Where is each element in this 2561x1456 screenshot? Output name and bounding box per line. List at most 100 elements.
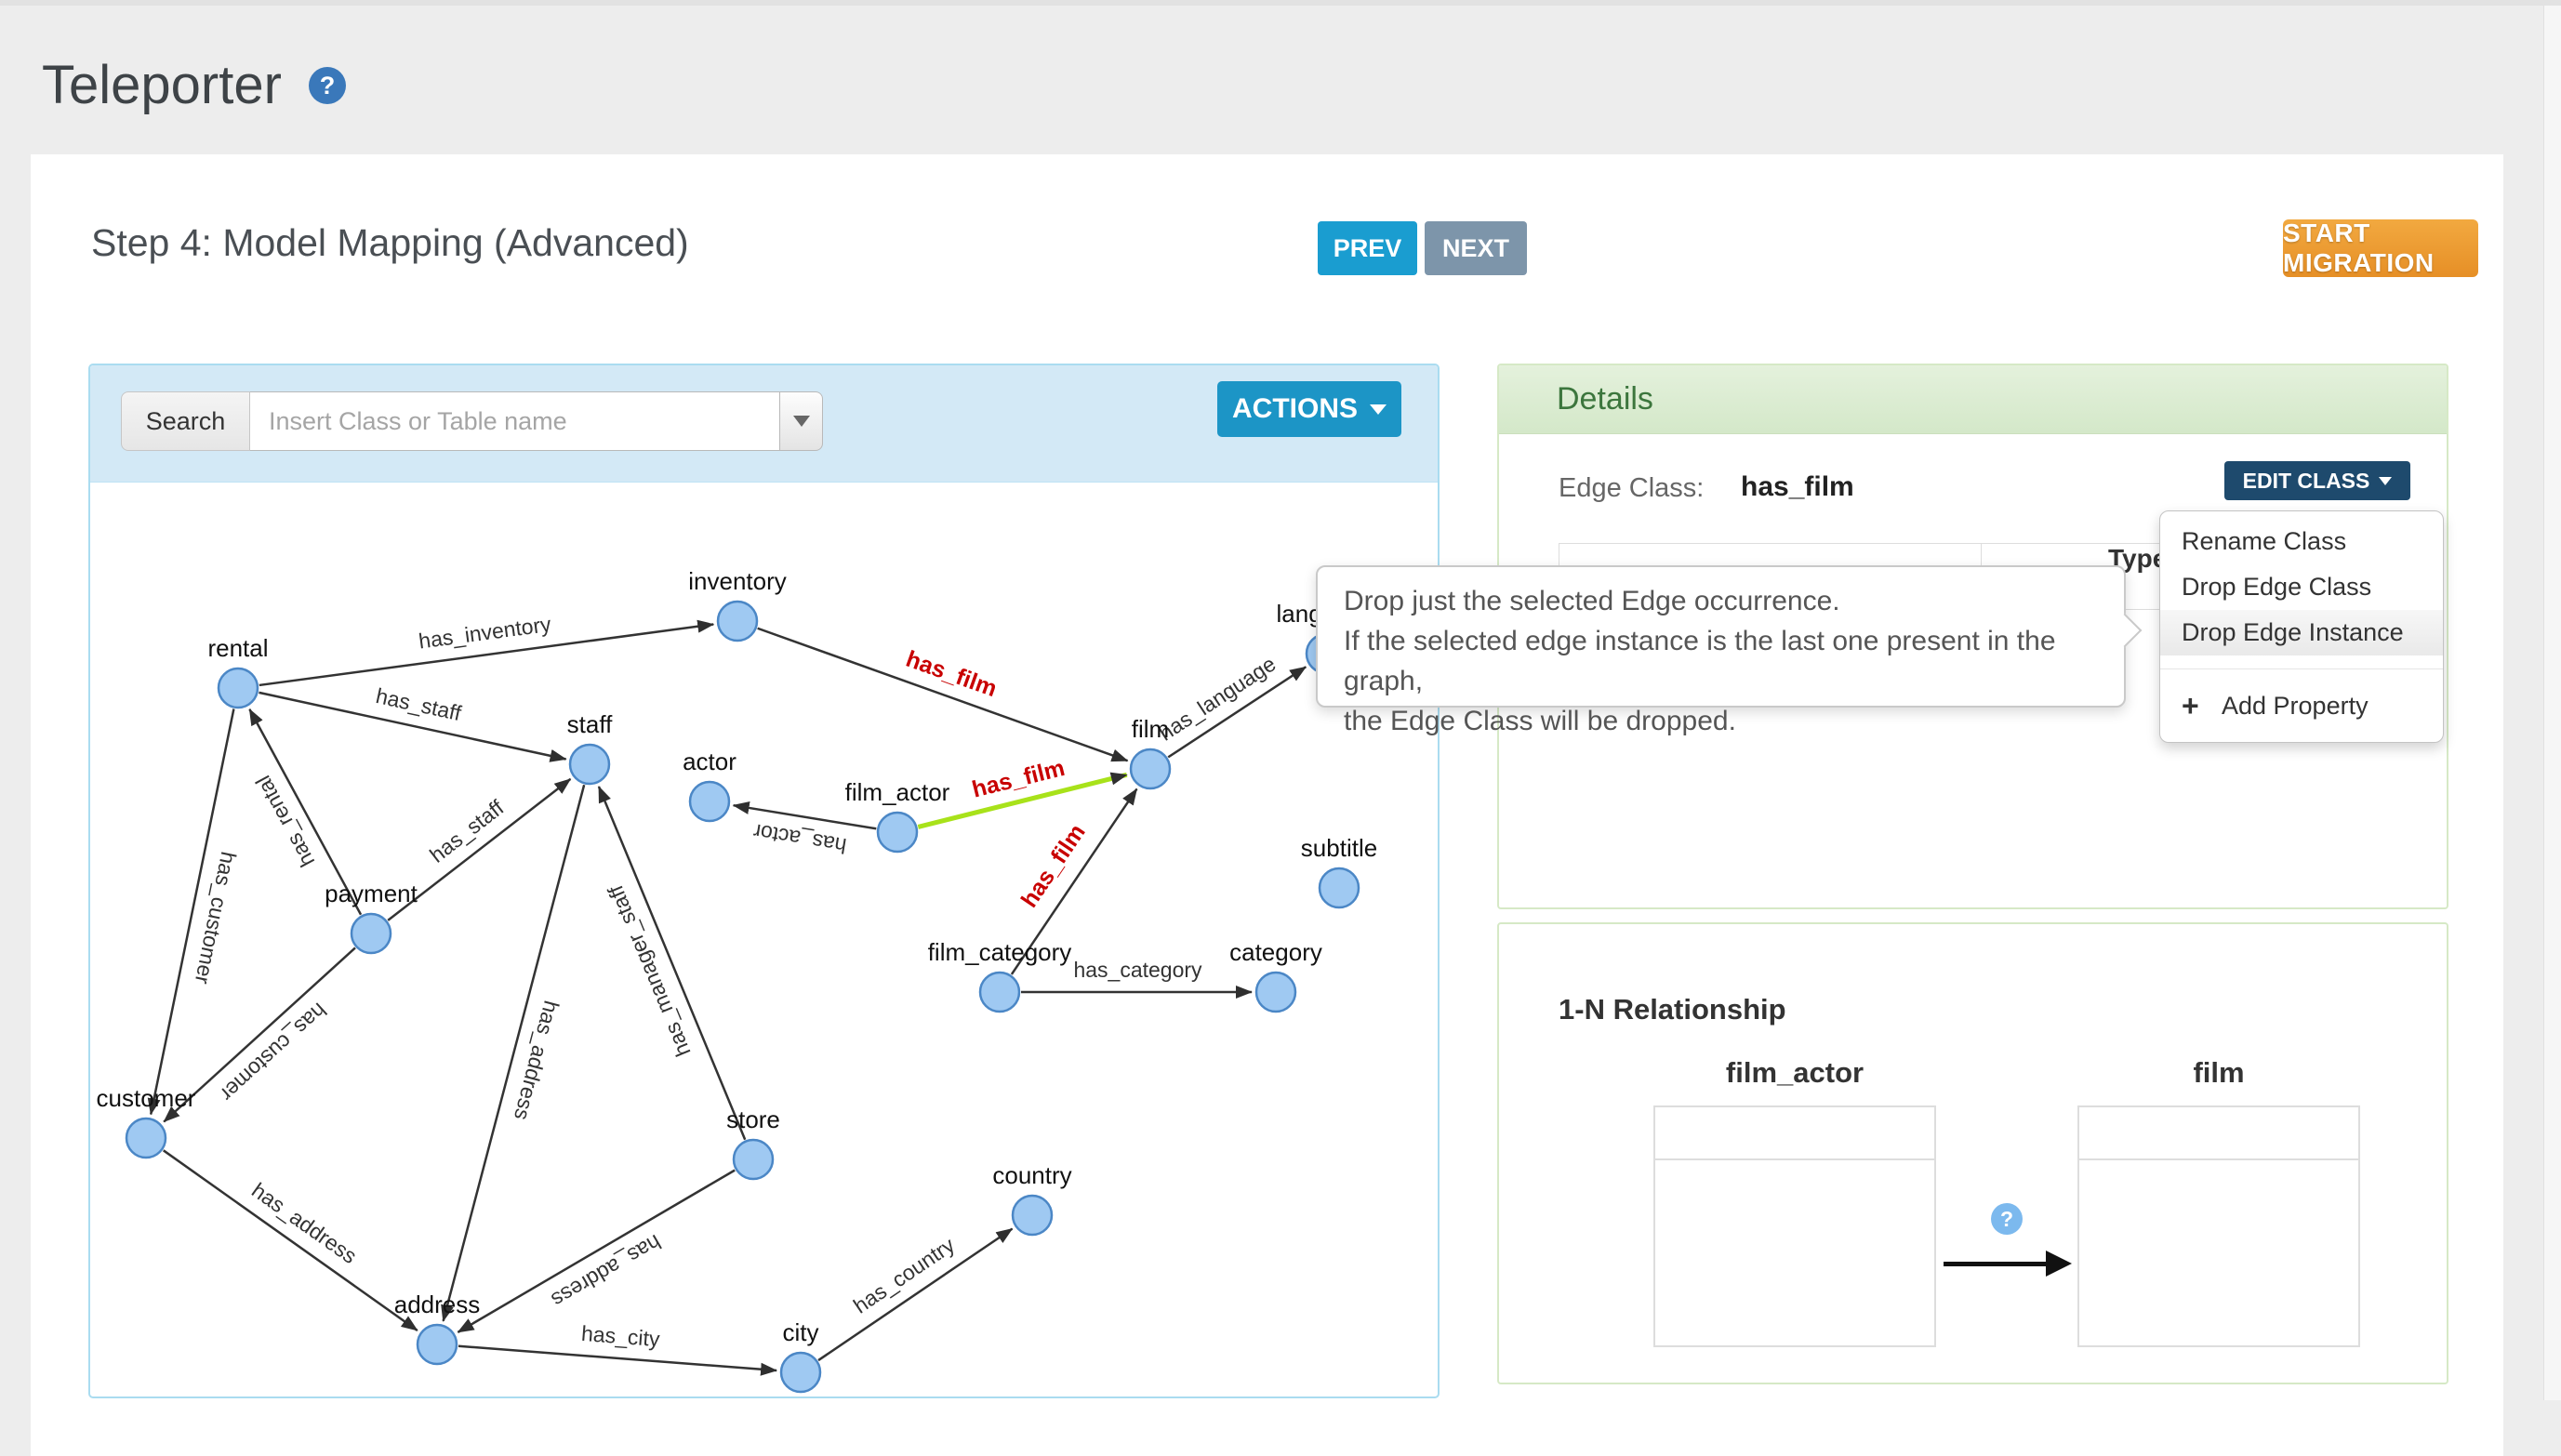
graph-node-label-inventory: inventory — [688, 567, 787, 595]
entity-graph-canvas[interactable]: has_inventoryhas_staffhas_rentalhas_cust… — [90, 483, 1438, 1396]
chevron-down-icon — [2379, 476, 2393, 485]
start-migration-button[interactable]: START MIGRATION — [2283, 218, 2478, 277]
search-label: Search — [121, 391, 250, 451]
graph-node-label-film_category: film_category — [928, 938, 1072, 966]
graph-edge-has_manager_staff[interactable] — [597, 786, 747, 1141]
graph-toolbar: Search ACTIONS — [90, 365, 1438, 483]
search-input[interactable] — [250, 391, 780, 451]
graph-edge-has_city[interactable] — [458, 1344, 778, 1376]
graph-node-rental[interactable] — [217, 667, 259, 709]
graph-edge-label: has_inventory — [418, 612, 553, 654]
details-panel-title: Details — [1499, 365, 2447, 434]
graph-edge-label: has_film — [1016, 819, 1091, 912]
graph-edge-has_customer[interactable] — [163, 946, 356, 1123]
graph-node-payment[interactable] — [350, 912, 392, 955]
selected-graph-edge-has_film[interactable] — [917, 772, 1128, 829]
graph-edge-has_film[interactable] — [1010, 788, 1138, 975]
page-scrollbar[interactable] — [2543, 6, 2561, 1400]
next-button[interactable]: NEXT — [1425, 221, 1527, 275]
graph-edge-label: has_city — [580, 1321, 661, 1351]
graph-node-label-subtitle: subtitle — [1301, 834, 1377, 862]
graph-node-address[interactable] — [416, 1323, 458, 1366]
graph-node-label-address: address — [394, 1291, 481, 1318]
actions-button[interactable]: ACTIONS — [1217, 381, 1401, 437]
graph-node-label-rental: rental — [207, 634, 268, 662]
relationship-right-box-header — [2079, 1107, 2358, 1160]
menu-item-add-property[interactable]: + Add Property — [2160, 679, 2443, 733]
relationship-left-box-header — [1655, 1107, 1934, 1160]
edge-class-value: has_film — [1741, 471, 1854, 502]
graph-node-label-film_actor: film_actor — [845, 778, 950, 806]
graph-edge-label: has_film — [903, 646, 1001, 703]
graph-edge-has_customer[interactable] — [147, 708, 235, 1116]
relationship-right-title: film — [2193, 1056, 2245, 1089]
help-icon[interactable]: ? — [309, 67, 346, 104]
graph-edge-has_address[interactable] — [441, 784, 586, 1322]
relationship-title: 1-N Relationship — [1559, 993, 1786, 1026]
graph-edge-has_address[interactable] — [163, 1149, 418, 1331]
graph-node-label-payment: payment — [325, 880, 418, 907]
menu-item-drop-edge-class[interactable]: Drop Edge Class — [2182, 573, 2372, 601]
relationship-arrow — [1944, 1262, 2048, 1266]
tooltip-line: the Edge Class will be dropped. — [1344, 706, 1736, 736]
graph-node-store[interactable] — [732, 1138, 775, 1181]
graph-edge-label: has_address — [548, 1230, 666, 1313]
relationship-left-title: film_actor — [1725, 1056, 1864, 1089]
graph-edge-has_country[interactable] — [817, 1227, 1014, 1362]
chevron-down-icon — [1370, 404, 1387, 415]
search-dropdown-button[interactable] — [780, 391, 823, 451]
add-property-label: Add Property — [2222, 691, 2369, 720]
page-title: Teleporter — [42, 55, 282, 115]
chevron-down-icon — [792, 416, 810, 427]
graph-node-film_category[interactable] — [978, 971, 1021, 1013]
graph-node-subtitle[interactable] — [1318, 867, 1360, 909]
relationship-help-icon[interactable]: ? — [1991, 1203, 2023, 1235]
graph-node-staff[interactable] — [568, 743, 611, 786]
prev-button[interactable]: PREV — [1318, 221, 1417, 275]
graph-node-film_actor[interactable] — [876, 811, 919, 854]
graph-edge-label: has_actor — [751, 819, 848, 858]
graph-edge-has_film[interactable] — [757, 627, 1129, 762]
graph-node-city[interactable] — [779, 1351, 822, 1394]
search-group: Search — [121, 391, 823, 451]
graph-edge-label: has_language — [1154, 652, 1280, 746]
graph-edge-has_actor[interactable] — [732, 801, 877, 830]
relationship-arrow-head — [2046, 1251, 2072, 1277]
graph-edge-label: has_staff — [374, 683, 464, 725]
graph-edge-label: has_staff — [425, 795, 509, 867]
relationship-right-box — [2077, 1105, 2360, 1347]
graph-panel: Search ACTIONS — [88, 364, 1440, 1398]
tooltip-line: Drop just the selected Edge occurrence. — [1344, 586, 1840, 616]
graph-edge-label: has_address — [510, 999, 564, 1123]
graph-node-label-customer: customer — [97, 1084, 196, 1112]
graph-node-label-category: category — [1229, 938, 1322, 966]
menu-divider — [2160, 668, 2443, 669]
edge-class-label: Edge Class: — [1559, 473, 1705, 503]
actions-button-label: ACTIONS — [1232, 393, 1358, 424]
menu-item-rename-class[interactable]: Rename Class — [2182, 527, 2347, 555]
graph-node-label-film: film — [1132, 715, 1169, 743]
edit-class-button-label: EDIT CLASS — [2242, 468, 2370, 493]
graph-edge-has_rental[interactable] — [248, 708, 363, 916]
graph-node-label-store: store — [726, 1105, 780, 1133]
graph-node-film[interactable] — [1129, 748, 1172, 790]
drop-edge-instance-tooltip: Drop just the selected Edge occurrence. … — [1316, 565, 2143, 736]
graph-node-actor[interactable] — [688, 780, 731, 823]
graph-node-label-staff: staff — [567, 710, 613, 738]
graph-edge-has_language[interactable] — [1167, 666, 1307, 759]
graph-node-inventory[interactable] — [716, 600, 759, 642]
graph-node-category[interactable] — [1254, 971, 1297, 1013]
graph-edge-label: has_category — [1073, 958, 1202, 982]
graph-node-customer[interactable] — [125, 1117, 167, 1159]
graph-edge-label: has_customer — [191, 850, 242, 986]
menu-item-drop-edge-instance[interactable]: Drop Edge Instance — [2160, 610, 2443, 655]
edit-class-button[interactable]: EDIT CLASS — [2224, 461, 2410, 500]
relationship-left-box — [1653, 1105, 1936, 1347]
graph-edge-label: has_customer — [216, 999, 332, 1107]
graph-node-label-city: city — [783, 1318, 819, 1346]
graph-edge-has_staff[interactable] — [387, 777, 572, 921]
graph-node-country[interactable] — [1011, 1194, 1054, 1237]
graph-edge-has_inventory[interactable] — [259, 619, 715, 687]
graph-edge-has_address[interactable] — [457, 1169, 736, 1333]
graph-edge-has_staff[interactable] — [259, 691, 567, 762]
